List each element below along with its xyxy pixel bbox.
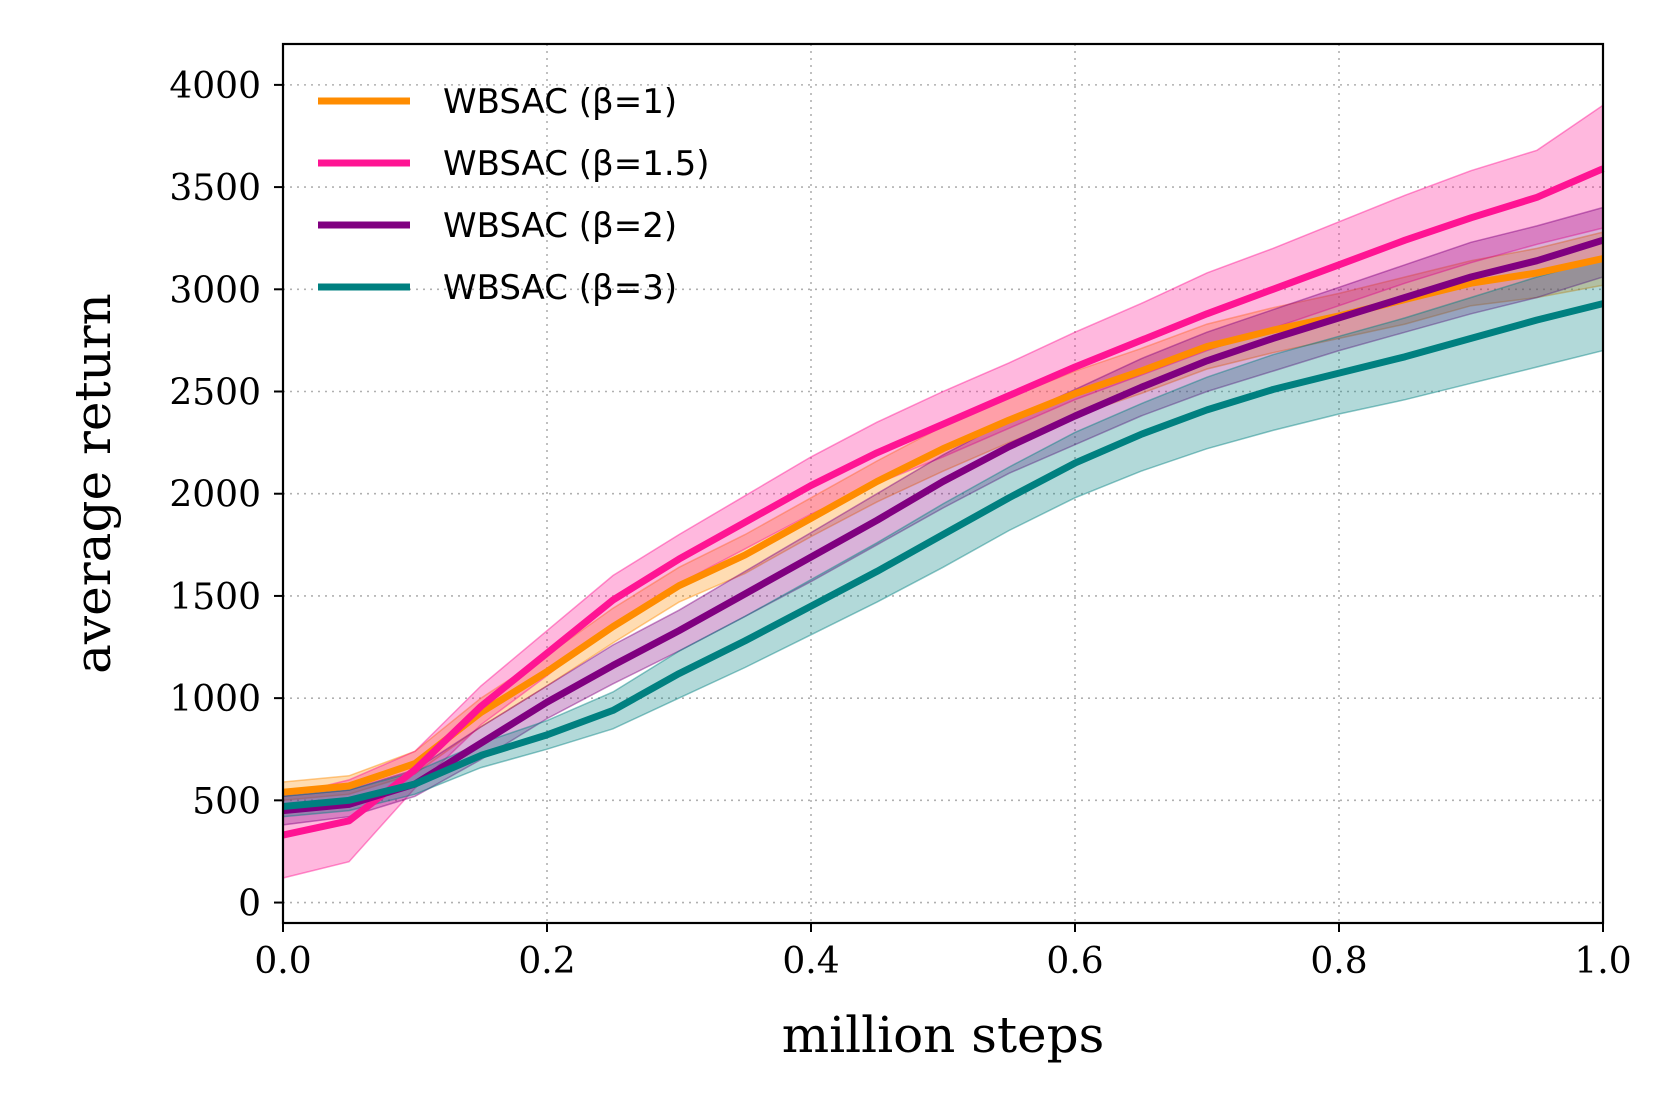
- y-tick-label: 500: [192, 781, 261, 822]
- legend-label: WBSAC (β=2): [443, 206, 677, 246]
- y-tick-label: 2500: [169, 373, 261, 414]
- legend: WBSAC (β=1) WBSAC (β=1.5) WBSAC (β=2) WBSAC…: [318, 82, 710, 308]
- legend-label: WBSAC (β=3): [443, 268, 677, 308]
- x-tick-label: 0.2: [518, 941, 575, 982]
- x-tick-label: 1.0: [1574, 941, 1631, 982]
- y-tick-label: 0: [238, 884, 261, 925]
- y-axis-title: average return: [64, 293, 122, 674]
- series-lines: [282, 165, 1605, 839]
- x-tick-label: 0.0: [254, 941, 311, 982]
- axis-ticks: 0.0 0.2 0.4 0.6 0.8 1.0 0 500 1000 1500 2000 2500 30…: [169, 66, 1631, 982]
- x-tick-label: 0.8: [1310, 941, 1367, 982]
- series-line: [282, 300, 1604, 810]
- x-tick-label: 0.4: [782, 941, 839, 982]
- legend-label: WBSAC (β=1): [443, 82, 677, 122]
- plot-frame: [281, 42, 1605, 925]
- y-tick-label: 3500: [169, 168, 261, 209]
- series-line: [282, 165, 1605, 839]
- y-tick-label: 1500: [169, 577, 261, 618]
- grid: [282, 44, 1604, 923]
- series-line: [282, 236, 1605, 815]
- x-axis-title: million steps: [782, 1006, 1105, 1064]
- legend-label: WBSAC (β=1.5): [443, 144, 710, 184]
- y-tick-label: 4000: [169, 66, 261, 107]
- x-tick-label: 0.6: [1046, 941, 1103, 982]
- y-tick-label: 2000: [169, 475, 261, 516]
- y-tick-label: 1000: [169, 679, 261, 720]
- y-tick-label: 3000: [169, 270, 261, 311]
